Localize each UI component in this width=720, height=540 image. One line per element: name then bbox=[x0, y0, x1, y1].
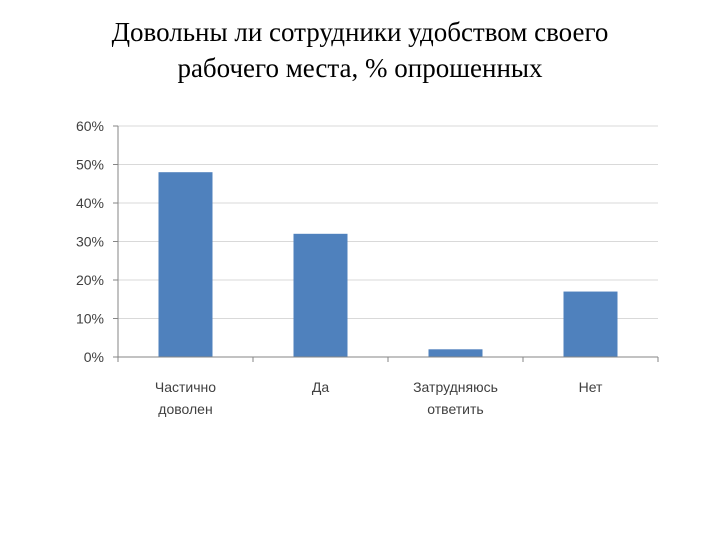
chart-title-line-1: Довольны ли сотрудники удобством своего bbox=[111, 17, 609, 47]
bar bbox=[563, 291, 618, 357]
y-tick-label: 30% bbox=[76, 234, 104, 250]
bar bbox=[428, 349, 483, 357]
bar bbox=[293, 233, 348, 357]
x-category-label: доволен bbox=[158, 401, 212, 417]
x-category-label: ответить bbox=[427, 401, 483, 417]
y-tick-label: 40% bbox=[76, 195, 104, 211]
y-tick-label: 60% bbox=[76, 118, 104, 134]
x-category-label: Затрудняюсь bbox=[413, 379, 498, 395]
chart-title-line-2: рабочего места, % опрошенных bbox=[177, 53, 543, 83]
x-category-label: Нет bbox=[579, 379, 603, 395]
x-category-label: Частично bbox=[155, 379, 216, 395]
y-tick-label: 0% bbox=[84, 349, 104, 365]
y-tick-label: 20% bbox=[76, 272, 104, 288]
y-tick-label: 50% bbox=[76, 157, 104, 173]
chart-title: Довольны ли сотрудники удобством своего … bbox=[0, 14, 720, 86]
x-category-label: Да bbox=[312, 379, 329, 395]
y-tick-label: 10% bbox=[76, 311, 104, 327]
bar bbox=[158, 172, 213, 357]
